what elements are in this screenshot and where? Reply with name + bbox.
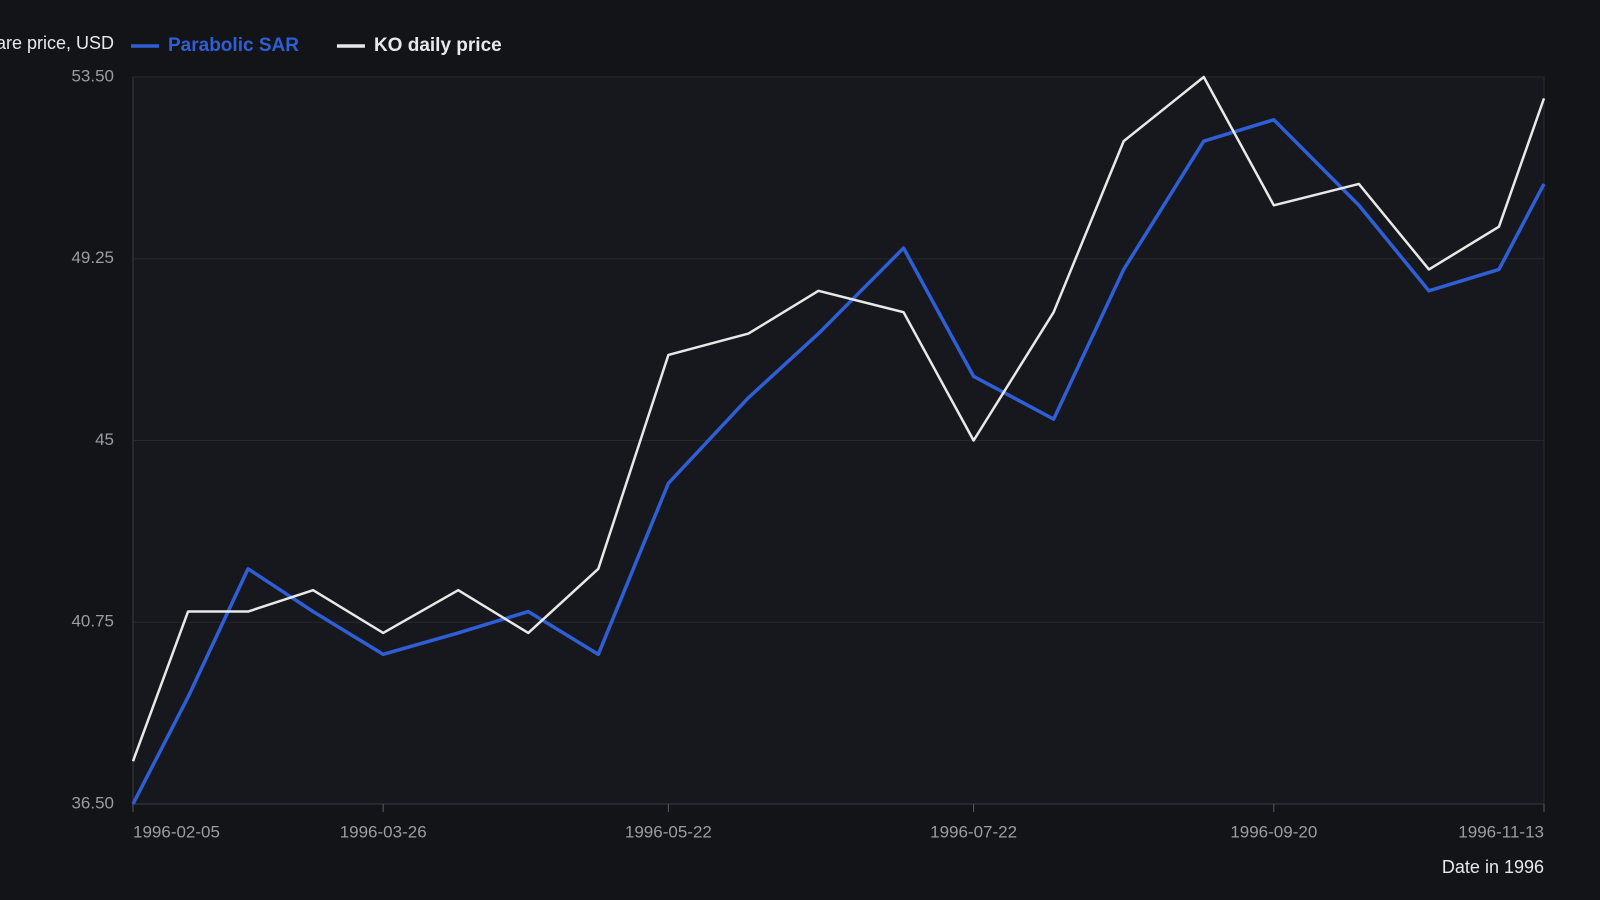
x-axis-label: Date in 1996 bbox=[1442, 857, 1544, 877]
x-tick-label: 1996-02-05 bbox=[133, 822, 220, 841]
x-tick-label: 1996-09-20 bbox=[1230, 822, 1317, 841]
legend-label: Parabolic SAR bbox=[168, 35, 299, 56]
x-tick-label: 1996-05-22 bbox=[625, 822, 712, 841]
line-series bbox=[131, 118, 1546, 805]
y-tick-label: 49.25 bbox=[71, 248, 114, 267]
y-tick-label: 40.75 bbox=[71, 612, 114, 631]
legend-label: KO daily price bbox=[374, 35, 502, 56]
x-tick-label: 1996-07-22 bbox=[930, 822, 1017, 841]
y-tick-label: 53.50 bbox=[71, 66, 114, 85]
y-axis-label: Share price, USD bbox=[0, 33, 114, 53]
x-tick-label: 1996-03-26 bbox=[340, 822, 427, 841]
y-tick-label: 45 bbox=[95, 430, 114, 449]
y-tick-label: 36.50 bbox=[71, 793, 114, 812]
line-series bbox=[131, 75, 1546, 762]
x-tick-label: 1996-11-13 bbox=[1458, 822, 1544, 841]
